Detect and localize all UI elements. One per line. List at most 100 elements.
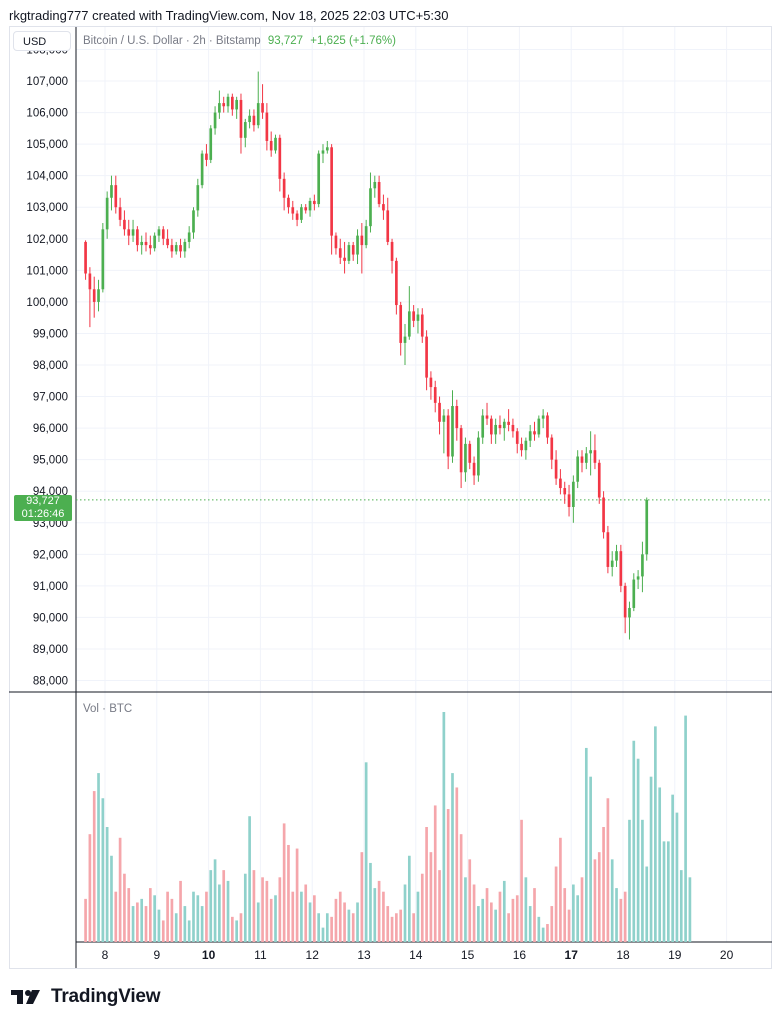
y-tick-label: 100,000 — [26, 297, 68, 309]
candle-body — [334, 235, 338, 249]
candle-body — [148, 245, 152, 249]
candle-body — [597, 462, 601, 498]
candle-body — [153, 235, 156, 249]
candle-body — [261, 103, 264, 113]
candle-body — [477, 437, 480, 476]
volume-bar — [537, 916, 541, 942]
candle-body — [304, 207, 308, 211]
last-price-value: 93,727 — [267, 35, 304, 47]
candle-body — [546, 415, 549, 438]
currency-selector[interactable]: USD — [13, 31, 71, 51]
candle-body — [446, 415, 450, 457]
tradingview-logo-icon — [11, 990, 40, 1004]
volume-bar — [602, 827, 605, 942]
volume-bar — [407, 855, 411, 942]
tradingview-logo[interactable]: TradingView — [11, 986, 161, 1008]
volume-bar — [433, 805, 437, 942]
volume-bar — [623, 891, 627, 942]
volume-bar — [373, 888, 377, 942]
candle-body — [161, 229, 165, 239]
volume-bar — [589, 776, 592, 942]
candle-body — [533, 431, 536, 435]
candle-body — [481, 415, 485, 438]
candle-body — [274, 137, 277, 151]
candle-body — [528, 431, 532, 441]
volume-bar — [200, 906, 204, 942]
candle-body — [114, 185, 118, 208]
candle-body — [308, 200, 312, 211]
volume-bar — [369, 862, 372, 942]
candle-body — [291, 207, 295, 214]
volume-bar — [179, 880, 182, 942]
volume-bar — [308, 902, 312, 942]
volume-bar — [649, 776, 653, 942]
volume-bar — [606, 798, 610, 942]
candle-body — [166, 238, 169, 246]
volume-bar — [360, 852, 364, 942]
volume-bar — [88, 834, 92, 942]
bar-countdown: 01:26:46 — [21, 508, 65, 520]
volume-bar — [243, 873, 247, 942]
candle-body — [179, 245, 182, 252]
y-tick-label: 88,000 — [33, 676, 68, 688]
y-tick-label: 99,000 — [33, 328, 68, 340]
volume-bar — [317, 913, 321, 942]
volume-bar — [399, 909, 403, 942]
y-tick-label: 91,000 — [33, 581, 68, 593]
candle-body — [88, 273, 92, 290]
candle-body — [187, 232, 191, 242]
volume-bar — [563, 888, 567, 942]
candle-body — [105, 197, 109, 230]
volume-bar — [153, 895, 156, 942]
volume-bar — [97, 773, 100, 942]
candle-body — [494, 424, 497, 435]
volume-bar — [567, 909, 571, 942]
volume-bar — [105, 827, 109, 942]
volume-bar — [468, 859, 472, 942]
volume-bar — [377, 880, 381, 942]
x-tick-label: 11 — [254, 948, 267, 962]
candle-body — [170, 245, 174, 252]
volume-bar — [144, 906, 148, 942]
volume-legend[interactable]: Vol · BTC — [83, 703, 133, 715]
y-tick-label: 103,000 — [26, 202, 68, 214]
candle-body — [472, 462, 476, 476]
y-tick-label: 105,000 — [26, 139, 68, 151]
candle-body — [382, 204, 385, 211]
volume-bar — [459, 834, 463, 942]
candle-body — [377, 181, 381, 205]
price-change-value: +1,625 (+1.76%) — [310, 35, 396, 47]
candle-body — [524, 440, 528, 451]
volume-bar — [131, 906, 135, 942]
volume-bar — [347, 909, 351, 942]
volume-bar — [666, 841, 670, 942]
volume-bar — [477, 906, 480, 942]
symbol-legend[interactable]: Bitcoin / U.S. Dollar · 2h · Bitstamp 93… — [83, 35, 396, 47]
candle-body — [632, 579, 636, 608]
last-price-tag-value: 93,727 — [26, 495, 60, 507]
volume-bar — [92, 791, 96, 942]
candle-body — [455, 406, 459, 429]
volume-bar — [356, 902, 359, 942]
candle-body — [502, 421, 506, 429]
x-tick-label: 16 — [513, 948, 527, 962]
volume-bar — [127, 888, 131, 942]
symbol-description: Bitcoin / U.S. Dollar · 2h · Bitstamp — [83, 35, 261, 47]
candle-body — [602, 497, 605, 533]
candle-body — [576, 456, 580, 482]
candle-body — [235, 99, 238, 110]
candle-body — [248, 115, 251, 123]
candle-body — [136, 229, 139, 246]
volume-bar — [166, 891, 169, 942]
volume-bar — [248, 816, 251, 942]
volume-bar — [256, 902, 260, 942]
candle-body — [205, 153, 208, 160]
candle-body — [438, 402, 441, 422]
volume-bar — [84, 898, 87, 942]
candle-body — [429, 377, 433, 388]
volume-bar — [192, 891, 195, 942]
y-tick-label: 107,000 — [26, 76, 68, 88]
volume-bar — [429, 852, 433, 942]
volume-bar — [403, 884, 407, 942]
